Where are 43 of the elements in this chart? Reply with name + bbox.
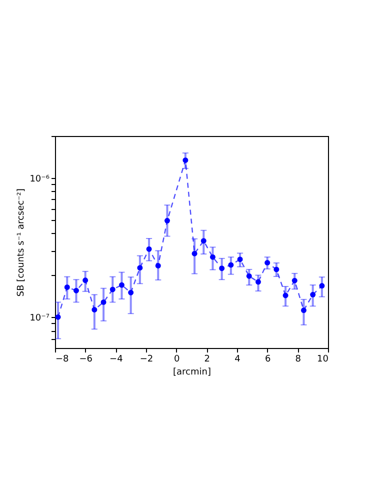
point [228, 262, 234, 268]
y-tick-label: 10⁻⁷ [30, 314, 50, 324]
point [192, 250, 198, 256]
point [82, 278, 88, 283]
point [164, 218, 170, 224]
x-tick-label: 0 [174, 354, 180, 364]
x-tick-label: −2 [140, 354, 154, 364]
point [146, 246, 152, 252]
point [155, 262, 161, 268]
x-tick-label: 10 [317, 354, 329, 364]
x-tick-label: −4 [110, 354, 124, 364]
point [137, 265, 143, 271]
point [246, 273, 252, 279]
point [73, 288, 79, 294]
point [300, 308, 306, 313]
x-axis-title: [arcmin] [173, 368, 211, 378]
point [255, 279, 261, 285]
x-tick-label: 2 [204, 354, 210, 364]
x-tick-label: −8 [56, 354, 70, 364]
point [264, 260, 270, 266]
point [292, 278, 298, 284]
point [219, 266, 225, 272]
point [118, 282, 124, 288]
y-axis-title: SB [counts s⁻¹ arcsec⁻²] [16, 188, 27, 297]
x-tick-label: 8 [295, 354, 302, 364]
point [55, 314, 61, 320]
point [310, 292, 316, 298]
point [200, 238, 206, 244]
y-tick-label: 10⁻⁶ [30, 174, 50, 184]
point [128, 290, 134, 296]
x-tick-label: −6 [79, 354, 93, 364]
point [110, 286, 116, 292]
point [92, 306, 98, 312]
point [282, 292, 288, 298]
x-tick-label: 4 [234, 354, 241, 364]
point [319, 283, 325, 288]
point [237, 256, 243, 262]
point [100, 299, 106, 305]
x-tick-label: 6 [264, 354, 271, 364]
point [64, 284, 70, 290]
point [210, 254, 216, 260]
point [274, 266, 280, 272]
point [182, 157, 188, 163]
